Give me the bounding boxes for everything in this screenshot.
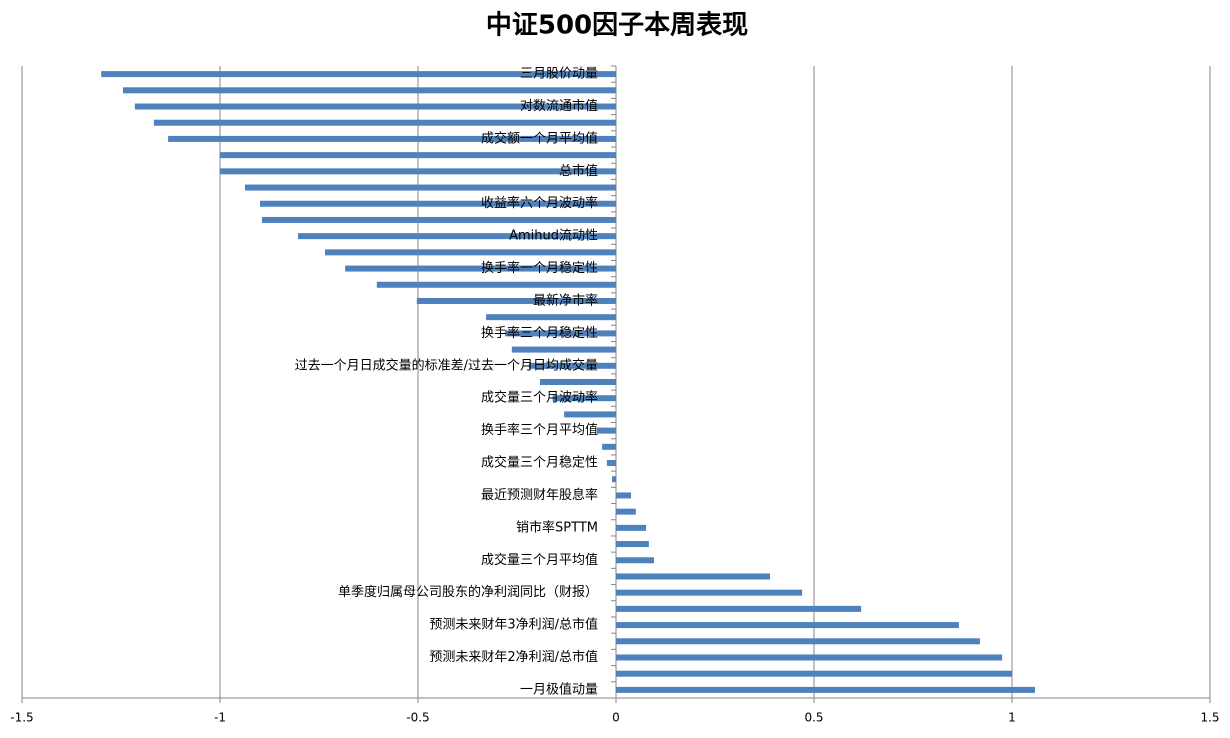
bar (606, 460, 616, 467)
bar (616, 541, 649, 548)
bar (345, 265, 616, 272)
bar (616, 557, 655, 564)
bar (616, 508, 636, 515)
y-tick-label: 三月股价动量 (520, 67, 598, 82)
bar (376, 281, 616, 288)
y-tick-label: 换手率三个月稳定性 (481, 325, 598, 341)
bar (602, 443, 616, 450)
bar (616, 573, 771, 580)
y-tick-label: 换手率一个月稳定性 (481, 260, 598, 276)
bar (616, 524, 647, 531)
bar (324, 249, 616, 256)
y-tick-label: 一月极值动量 (520, 681, 598, 697)
bar (416, 297, 616, 304)
bar (552, 395, 616, 402)
bar (168, 135, 616, 142)
bar (505, 330, 616, 337)
bar (244, 184, 616, 191)
y-tick-label: 收益率六个月波动率 (481, 195, 598, 211)
bar (220, 152, 616, 159)
bar (612, 476, 616, 483)
bar (122, 87, 616, 94)
y-tick-label: 最近预测财年股息率 (481, 487, 598, 503)
x-tick-label: 1 (1008, 711, 1016, 725)
bar (134, 103, 617, 110)
bar (564, 411, 616, 418)
x-tick-label: -0.5 (406, 711, 429, 725)
y-tick-label: 成交量三个月波动率 (481, 390, 598, 406)
bar (298, 233, 616, 240)
bar (616, 670, 1012, 677)
bar (616, 686, 1035, 693)
y-tick-label: 预测未来财年3净利润/总市值 (429, 617, 598, 633)
y-tick-label: 成交额一个月平均值 (481, 130, 598, 146)
bar (616, 654, 1003, 661)
bar (511, 346, 616, 353)
y-tick-label: 最新净市率 (533, 292, 598, 308)
y-tick-label: Amihud流动性 (509, 229, 598, 244)
bar (101, 71, 616, 78)
chart-title: 中证500因子本周表现 (486, 11, 748, 41)
y-tick-label: 总市值 (559, 163, 598, 179)
x-tick-label: -1.5 (10, 711, 33, 725)
bar (616, 622, 959, 629)
bar (616, 492, 632, 499)
bar (596, 427, 616, 434)
y-tick-label: 预测未来财年2净利润/总市值 (429, 649, 598, 665)
bar (486, 314, 616, 321)
x-tick-label: 0 (612, 711, 620, 725)
bar (153, 119, 617, 126)
bar (259, 200, 616, 207)
bar (220, 168, 616, 175)
bar (539, 379, 616, 385)
x-tick-label: 1.5 (1200, 711, 1219, 725)
y-tick-label: 单季度归属母公司股东的净利润同比（财报） (338, 584, 598, 600)
x-tick-label: -1 (214, 711, 226, 725)
bar (616, 589, 803, 596)
y-tick-label: 销市率SPTTM (516, 519, 598, 535)
y-tick-label: 对数流通市值 (520, 98, 598, 114)
y-tick-label: 成交量三个月平均值 (481, 552, 598, 568)
y-tick-label: 换手率三个月平均值 (481, 422, 598, 438)
bar (528, 362, 616, 369)
bar (616, 638, 980, 645)
bar (616, 605, 862, 612)
y-tick-label: 成交量三个月稳定性 (481, 455, 598, 471)
x-tick-label: 0.5 (804, 711, 823, 725)
y-tick-label: 过去一个月日成交量的标准差/过去一个月日均成交量 (295, 357, 598, 373)
bar (261, 216, 616, 223)
